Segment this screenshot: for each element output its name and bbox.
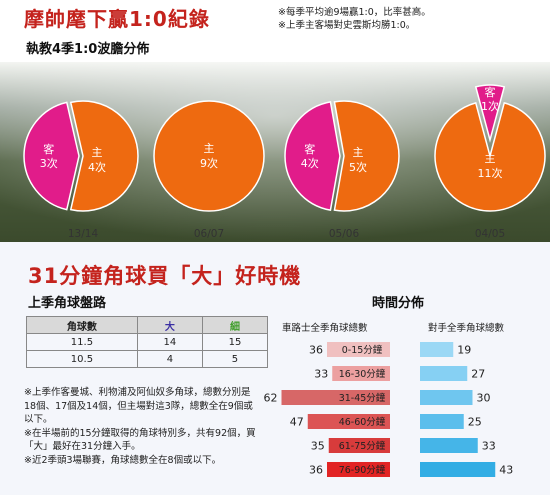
time-row-0: 36 19 0-15分鐘 xyxy=(309,342,471,357)
bar-chelsea xyxy=(327,342,390,357)
time-category-label: 31-45分鐘 xyxy=(339,392,386,404)
bottom-section: 31分鐘角球買「大」好時機 上季角球盤路 時間分佈 角球數 大 細 11.5 1… xyxy=(0,242,550,495)
pie-13/14: 客3次 主4次 xyxy=(23,100,139,212)
value-chelsea: 47 xyxy=(290,416,304,429)
corner-lines-table: 角球數 大 細 11.5 14 15 10.5 4 5 xyxy=(26,316,269,368)
pie-label-home: 主 xyxy=(353,146,364,159)
time-row-3: 47 25 46-60分鐘 xyxy=(290,414,482,429)
time-category-label: 16-30分鐘 xyxy=(339,368,386,380)
pie-field: 客 3次主 4次主 9次客 4次主 5次客 1次主 11次 13/14 06/07 05/06… xyxy=(0,62,550,242)
pie-slice-away xyxy=(284,100,341,212)
table-row: 11.5 14 15 xyxy=(26,333,269,351)
top-note: ※上季主客場對史雲斯均勝1:0。 xyxy=(278,20,416,31)
time-distribution-chart: 36 19 0-15分鐘 33 27 16-30分鐘 62 30 31-45分鐘 47 25 46-6… xyxy=(264,342,513,477)
table-row: 10.5 4 5 xyxy=(26,350,269,368)
bar-opponent xyxy=(420,366,468,381)
corner-note: ※近2季頭3場聯賽，角球總數全在8個或以下。 xyxy=(24,454,222,466)
pie-value-away: 1次 xyxy=(481,99,499,113)
pie-value-home: 4次 xyxy=(88,160,106,174)
header-corners: 角球數 xyxy=(26,316,138,334)
pie-subtitle: 執教4季1:0波膽分佈 xyxy=(26,42,150,57)
value-opponent: 33 xyxy=(482,440,496,453)
pie-value-away: 4次 xyxy=(301,156,319,170)
bar-opponent xyxy=(420,390,473,405)
pie-slice-home xyxy=(434,101,546,212)
pie-value-home: 5次 xyxy=(349,160,367,174)
header-over: 大 xyxy=(136,316,203,334)
pie-slice-home xyxy=(333,100,400,212)
value-chelsea: 36 xyxy=(309,344,323,357)
pie-slice-away xyxy=(474,84,506,143)
corner-note: ※上季作客曼城、利物浦及阿仙奴多角球，總數分別是18個、17個及14個，但主場對… xyxy=(24,387,253,425)
value-opponent: 25 xyxy=(468,416,482,429)
value-opponent: 27 xyxy=(471,368,485,381)
value-chelsea: 62 xyxy=(264,392,278,405)
pie-label-home: 主 xyxy=(485,152,496,165)
pie-05/06: 客4次 主5次 xyxy=(284,100,400,212)
season-label: 04/05 xyxy=(474,228,506,240)
corner-note: ※在半場前的15分鐘取得的角球特別多，共有92個，買「大」最好在31分鐘入手。 xyxy=(24,427,256,453)
header-under: 細 xyxy=(201,316,269,334)
pie-label-away: 客 xyxy=(485,85,496,99)
value-chelsea: 35 xyxy=(311,440,325,453)
pie-value-home: 9次 xyxy=(200,156,218,170)
time-subtitle: 時間分佈 xyxy=(372,296,425,311)
pie-label-away: 客 xyxy=(43,142,54,156)
top-notes: ※每季平均逾9場贏1:0，比率甚高。 ※上季主客場對史雲斯均勝1:0。 xyxy=(278,6,431,32)
bar-chelsea xyxy=(332,366,390,381)
value-opponent: 19 xyxy=(457,344,471,357)
season-label: 05/06 xyxy=(328,228,360,240)
pie-label-home: 主 xyxy=(92,146,103,159)
time-row-4: 35 33 61-75分鐘 xyxy=(311,438,496,453)
pie-label-away: 客 xyxy=(304,142,315,156)
pie-slice-home xyxy=(69,100,139,212)
bar-opponent xyxy=(420,462,496,477)
table-cell: 4 xyxy=(136,350,203,368)
pie-value-home: 11次 xyxy=(478,166,503,180)
bar-opponent xyxy=(420,342,454,357)
bar-opponent xyxy=(420,438,478,453)
season-label: 06/07 xyxy=(193,228,225,240)
bar-chelsea xyxy=(307,414,390,429)
top-section: 摩帥麾下贏1:0紀錄 ※每季平均逾9場贏1:0，比率甚高。 ※上季主客場對史雲斯… xyxy=(0,0,550,242)
pie-slice-home xyxy=(153,100,265,212)
table-cell: 5 xyxy=(201,350,269,368)
time-category-label: 61-75分鐘 xyxy=(339,440,386,452)
pie-06/07: 主9次 xyxy=(153,100,265,212)
table-cell: 10.5 xyxy=(26,350,138,368)
pie-label-home: 主 xyxy=(204,142,215,155)
top-note: ※每季平均逾9場贏1:0，比率甚高。 xyxy=(278,7,431,18)
bar-opponent xyxy=(420,414,464,429)
pie-value-away: 3次 xyxy=(40,156,58,170)
bar-chelsea xyxy=(281,390,390,405)
opponent-column-label: 對手全季角球總數 xyxy=(428,323,505,334)
value-chelsea: 33 xyxy=(314,368,328,381)
value-opponent: 30 xyxy=(477,392,491,405)
time-row-2: 62 30 31-45分鐘 xyxy=(264,390,491,405)
pie-slice-away xyxy=(23,101,80,211)
time-row-1: 33 27 16-30分鐘 xyxy=(314,366,485,381)
chelsea-column-label: 車路士全季角球總數 xyxy=(282,323,368,334)
time-category-label: 76-90分鐘 xyxy=(339,464,386,476)
bar-chelsea xyxy=(327,462,390,477)
time-category-label: 0-15分鐘 xyxy=(342,344,383,356)
season-label: 13/14 xyxy=(67,228,99,240)
value-opponent: 43 xyxy=(499,464,513,477)
bar-chelsea xyxy=(328,438,390,453)
corner-notes: ※上季作客曼城、利物浦及阿仙奴多角球，總數分別是18個、17個及14個，但主場對… xyxy=(24,386,256,467)
value-chelsea: 36 xyxy=(309,464,323,477)
table-header-row: 角球數 大 細 xyxy=(26,316,269,334)
time-category-label: 46-60分鐘 xyxy=(339,416,386,428)
corner-title: 31分鐘角球買「大」好時機 xyxy=(28,264,302,288)
time-row-5: 36 43 76-90分鐘 xyxy=(309,462,513,477)
main-title: 摩帥麾下贏1:0紀錄 xyxy=(24,7,210,31)
lines-subtitle: 上季角球盤路 xyxy=(28,296,107,311)
